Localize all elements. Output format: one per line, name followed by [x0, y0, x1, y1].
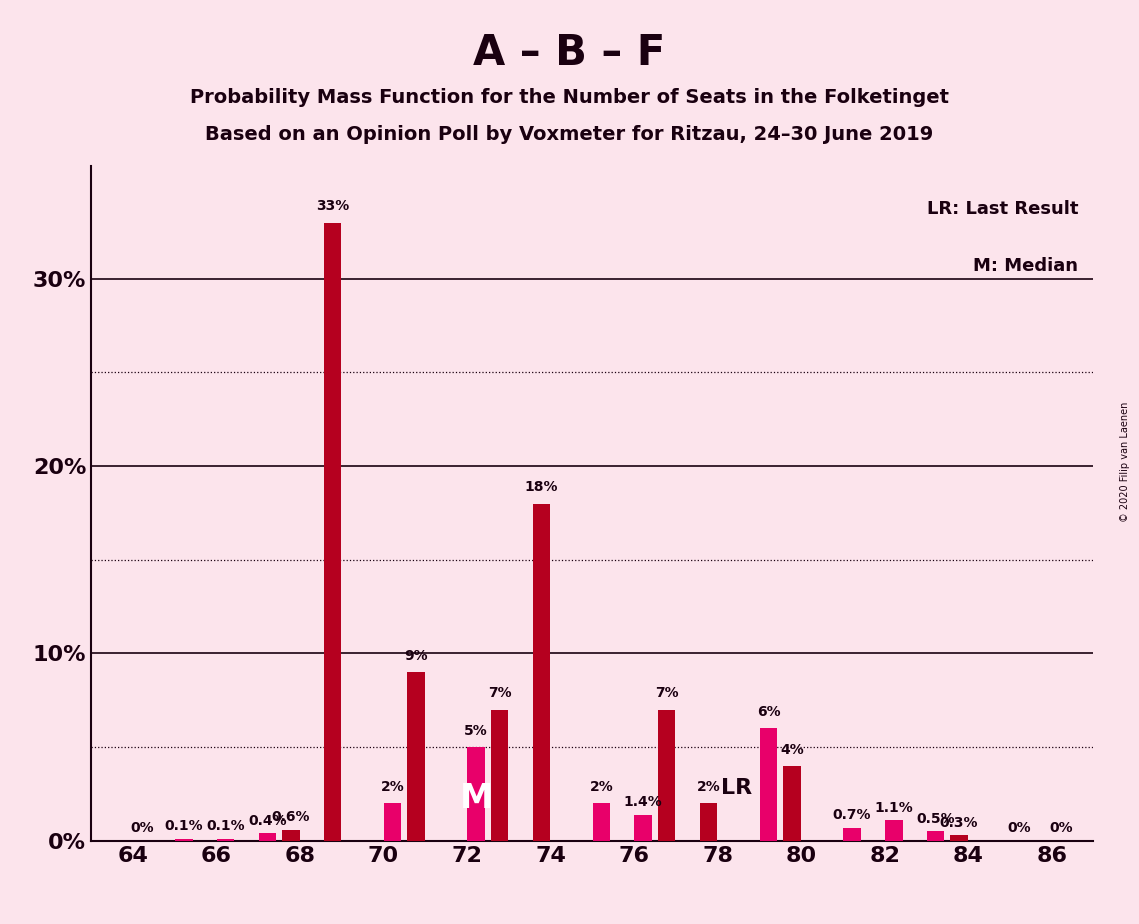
Text: 0%: 0% — [130, 821, 154, 835]
Text: LR: Last Result: LR: Last Result — [927, 201, 1079, 218]
Bar — [843, 828, 861, 841]
Text: 1.1%: 1.1% — [875, 800, 913, 815]
Bar — [282, 830, 300, 841]
Bar — [634, 815, 652, 841]
Text: 0%: 0% — [1049, 821, 1073, 835]
Text: 0.7%: 0.7% — [833, 808, 871, 822]
Text: 6%: 6% — [756, 705, 780, 719]
Bar — [467, 748, 485, 841]
Text: 2%: 2% — [380, 780, 404, 794]
Bar — [950, 835, 968, 841]
Text: 2%: 2% — [697, 780, 720, 794]
Text: M: M — [459, 783, 493, 815]
Text: 0.1%: 0.1% — [164, 820, 203, 833]
Text: 1.4%: 1.4% — [624, 795, 663, 809]
Text: 5%: 5% — [465, 723, 487, 737]
Bar — [323, 223, 342, 841]
Text: 0.3%: 0.3% — [940, 816, 978, 830]
Text: 18%: 18% — [525, 480, 558, 494]
Text: 0%: 0% — [1007, 821, 1031, 835]
Text: 33%: 33% — [316, 200, 350, 213]
Text: 9%: 9% — [404, 649, 428, 663]
Bar — [927, 832, 944, 841]
Bar — [384, 803, 401, 841]
Text: A – B – F: A – B – F — [474, 32, 665, 74]
Bar — [259, 833, 276, 841]
Text: M: Median: M: Median — [974, 258, 1079, 275]
Bar — [760, 728, 777, 841]
Bar — [592, 803, 611, 841]
Bar — [784, 766, 801, 841]
Text: 0.6%: 0.6% — [271, 810, 310, 824]
Text: 0.1%: 0.1% — [206, 820, 245, 833]
Bar — [175, 839, 192, 841]
Bar — [658, 710, 675, 841]
Bar — [216, 839, 235, 841]
Bar — [699, 803, 718, 841]
Text: © 2020 Filip van Laenen: © 2020 Filip van Laenen — [1121, 402, 1130, 522]
Bar — [408, 673, 425, 841]
Text: 2%: 2% — [590, 780, 613, 794]
Bar — [491, 710, 508, 841]
Text: LR: LR — [721, 778, 752, 797]
Text: 0.4%: 0.4% — [248, 814, 287, 828]
Text: Probability Mass Function for the Number of Seats in the Folketinget: Probability Mass Function for the Number… — [190, 88, 949, 107]
Text: Based on an Opinion Poll by Voxmeter for Ritzau, 24–30 June 2019: Based on an Opinion Poll by Voxmeter for… — [205, 125, 934, 144]
Text: 7%: 7% — [487, 687, 511, 700]
Bar — [533, 504, 550, 841]
Bar — [885, 821, 902, 841]
Text: 7%: 7% — [655, 687, 679, 700]
Text: 4%: 4% — [780, 743, 804, 757]
Text: 0.5%: 0.5% — [916, 812, 954, 826]
